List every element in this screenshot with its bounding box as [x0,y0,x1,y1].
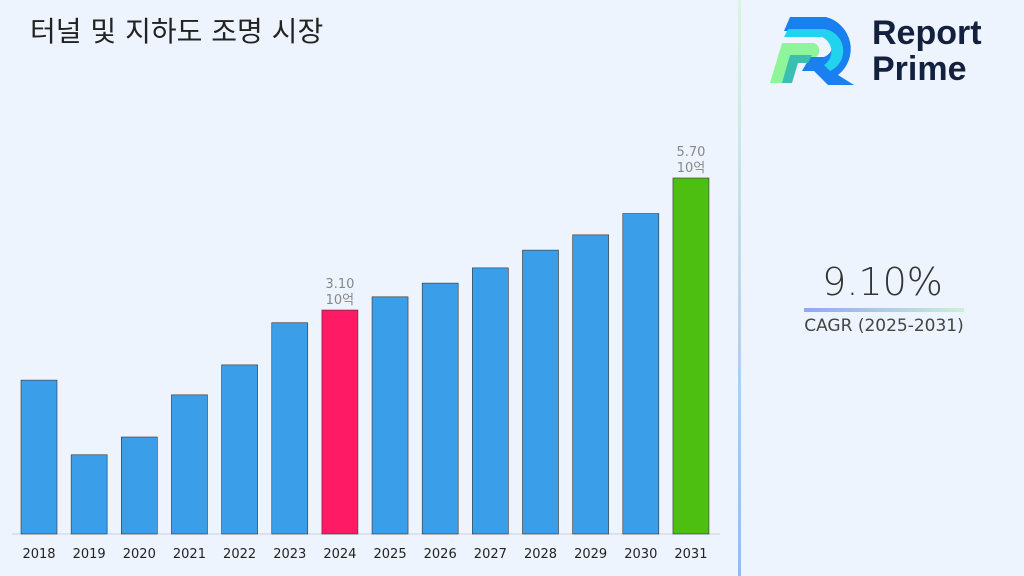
cagr-label: CAGR (2025-2031) [804,316,964,336]
x-tick-label: 2027 [474,547,507,562]
x-tick-label: 2026 [424,547,457,562]
x-tick-label: 2020 [123,547,156,562]
x-tick-label: 2024 [323,547,356,562]
data-label-unit: 10억 [677,161,706,176]
x-tick-label: 2025 [374,547,407,562]
bar-2025 [371,296,409,535]
cagr-value: 9.10% [822,260,943,304]
x-tick-label: 2021 [173,547,206,562]
data-label-unit: 10억 [326,293,355,308]
bar-2021 [171,394,208,535]
x-tick-label: 2019 [73,547,106,562]
x-tick-label: 2023 [273,547,306,562]
bar-2023 [271,322,309,535]
x-tick-label: 2028 [524,547,557,562]
bar-2024 [321,309,359,535]
x-tick-label: 2022 [223,547,256,562]
chart-title: 터널 및 지하도 조명 시장 [30,15,324,48]
bar-2022 [221,364,258,535]
bar-2026 [421,282,459,535]
bar-2031 [672,177,710,535]
x-tick-label: 2030 [624,547,657,562]
divider [738,0,741,576]
cagr-underline [804,308,964,312]
brand-line1: Report [872,14,982,52]
brand-line2: Prime [872,50,967,88]
bar-2030 [622,213,660,535]
bar-2028 [522,249,559,535]
report-prime-logo: Report Prime [768,15,1008,90]
x-tick-label: 2018 [22,547,55,562]
bar-2018 [20,379,58,535]
bar-2029 [572,234,609,535]
x-tick-label: 2029 [574,547,607,562]
data-label-value: 3.10 [325,277,354,292]
data-label-value: 5.70 [676,145,705,160]
bar-2020 [121,436,158,535]
logo-mark-icon [770,17,854,85]
x-tick-label: 2031 [674,547,707,562]
bar-2019 [70,454,108,535]
bar-2027 [472,267,509,535]
